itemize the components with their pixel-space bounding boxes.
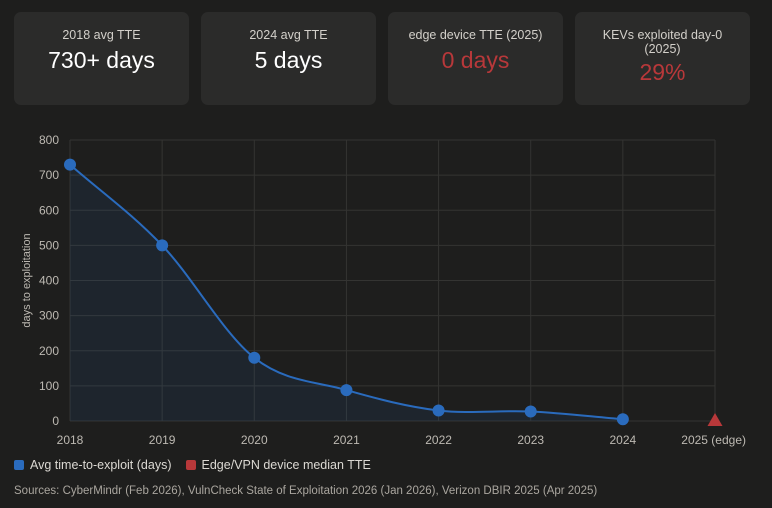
legend-label: Avg time-to-exploit (days) bbox=[30, 458, 172, 472]
legend-item-edge-tte[interactable]: Edge/VPN device median TTE bbox=[185, 458, 371, 472]
sources-note: Sources: CyberMindr (Feb 2026), VulnChec… bbox=[14, 485, 598, 497]
stat-label: 2024 avg TTE bbox=[249, 28, 328, 42]
x-tick-label: 2025 (edge) bbox=[681, 433, 746, 447]
data-point-edge-tte bbox=[707, 413, 723, 426]
x-tick-label: 2020 bbox=[241, 433, 268, 447]
tte-line-chart: 0 100 200 300 400 500 600 700 800 2018 2019 2020 202… bbox=[21, 133, 746, 447]
y-tick-label: 600 bbox=[39, 203, 59, 217]
stat-label: KEVs exploited day-0 (2025) bbox=[602, 28, 723, 56]
legend-label: Edge/VPN device median TTE bbox=[201, 458, 371, 472]
x-tick-label: 2019 bbox=[149, 433, 176, 447]
data-point-avg-tte bbox=[156, 239, 169, 252]
legend-item-avg-tte[interactable]: Avg time-to-exploit (days) bbox=[14, 458, 172, 472]
legend-swatch-blue bbox=[14, 460, 24, 470]
data-point-avg-tte bbox=[616, 413, 629, 426]
y-tick-label: 500 bbox=[39, 238, 59, 252]
y-tick-label: 700 bbox=[39, 168, 59, 182]
y-tick-label: 100 bbox=[39, 379, 59, 393]
stat-value: 0 days bbox=[441, 47, 510, 73]
series-area-avg-tte bbox=[70, 164, 623, 421]
data-point-avg-tte bbox=[524, 405, 537, 418]
x-tick-label: 2022 bbox=[425, 433, 452, 447]
stat-card-edge-device: edge device TTE (2025) 0 days bbox=[388, 12, 563, 105]
y-tick-label: 0 bbox=[52, 414, 59, 428]
x-tick-label: 2023 bbox=[517, 433, 544, 447]
x-tick-label: 2024 bbox=[610, 433, 637, 447]
data-point-avg-tte bbox=[432, 404, 445, 417]
stat-card-2018-avg: 2018 avg TTE 730+ days bbox=[14, 12, 189, 105]
data-point-avg-tte bbox=[64, 158, 76, 171]
stat-value: 730+ days bbox=[48, 47, 155, 73]
stat-label: 2018 avg TTE bbox=[62, 28, 141, 42]
x-tick-label: 2018 bbox=[57, 433, 84, 447]
y-tick-label: 300 bbox=[39, 309, 59, 323]
stat-label: edge device TTE (2025) bbox=[408, 28, 543, 42]
y-axis-label: days to exploitation bbox=[21, 233, 33, 327]
stat-value: 29% bbox=[639, 59, 686, 85]
y-tick-label: 400 bbox=[39, 274, 59, 288]
chart-legend: Avg time-to-exploit (days) Edge/VPN devi… bbox=[14, 458, 371, 472]
x-tick-label: 2021 bbox=[333, 433, 360, 447]
stat-value: 5 days bbox=[254, 47, 323, 73]
y-tick-label: 800 bbox=[39, 133, 59, 147]
stat-card-kev-day0: KEVs exploited day-0 (2025) 29% bbox=[575, 12, 750, 105]
legend-swatch-red bbox=[185, 460, 196, 470]
data-point-avg-tte bbox=[340, 384, 353, 397]
data-point-avg-tte bbox=[248, 351, 261, 364]
y-tick-label: 200 bbox=[39, 344, 59, 358]
stat-card-2024-avg: 2024 avg TTE 5 days bbox=[201, 12, 376, 105]
stat-cards: 2018 avg TTE 730+ days 2024 avg TTE 5 da… bbox=[14, 12, 750, 105]
